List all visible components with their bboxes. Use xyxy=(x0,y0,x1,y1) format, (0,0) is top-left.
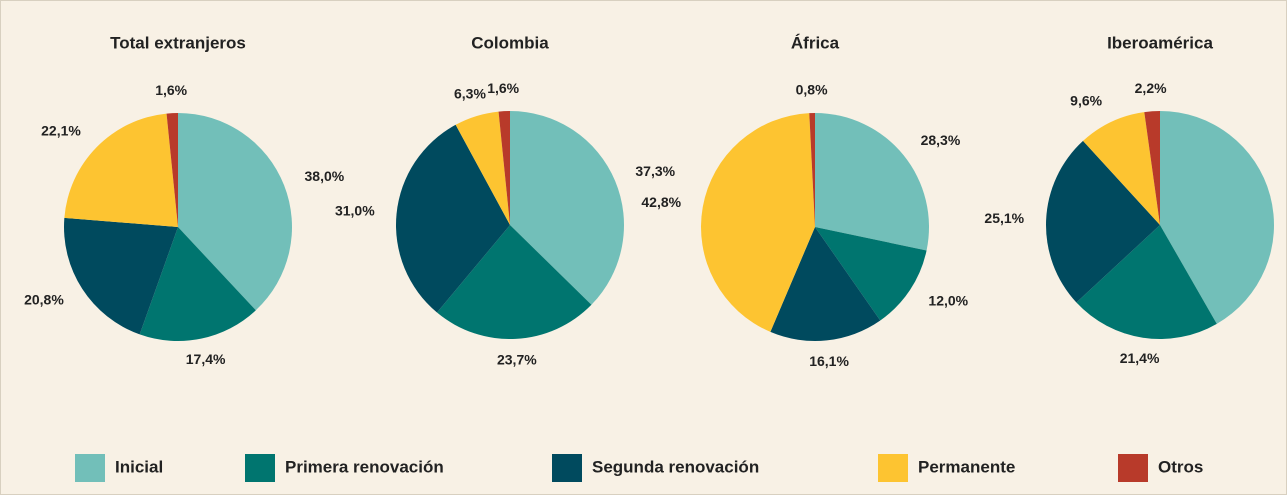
data-label: 6,3% xyxy=(454,86,486,102)
pie-title: Colombia xyxy=(471,33,549,52)
pie-slice xyxy=(498,111,510,225)
data-label: 17,4% xyxy=(186,351,226,367)
data-label: 20,8% xyxy=(24,292,64,308)
data-label: 38,0% xyxy=(305,168,345,184)
pie-slice xyxy=(1046,140,1160,303)
data-label: 1,6% xyxy=(155,82,187,98)
pie-slice xyxy=(1144,111,1160,225)
pie-slice xyxy=(455,111,510,225)
legend-swatch xyxy=(245,454,275,482)
legend-swatch xyxy=(878,454,908,482)
pie-slice xyxy=(178,113,293,311)
pie-slice xyxy=(815,113,929,251)
pie-slice xyxy=(815,227,927,321)
pie-title: Iberoamérica xyxy=(1107,33,1213,52)
legend-label: Inicial xyxy=(115,457,163,476)
data-label: 16,1% xyxy=(809,353,849,369)
pie-title: Total extranjeros xyxy=(110,33,246,52)
data-label: 9,6% xyxy=(1070,93,1102,109)
data-label: 2,2% xyxy=(1135,80,1167,96)
pie-slice xyxy=(701,113,815,332)
data-label: 1,6% xyxy=(487,80,519,96)
legend-swatch xyxy=(552,454,582,482)
pie-slice xyxy=(396,124,510,313)
pie-slice xyxy=(1083,112,1160,225)
pie-slice xyxy=(809,113,815,227)
pie-title: África xyxy=(791,33,840,52)
legend-swatch xyxy=(1118,454,1148,482)
legend-label: Otros xyxy=(1158,457,1203,476)
pie-slice xyxy=(436,225,592,339)
legend-label: Permanente xyxy=(918,457,1015,476)
data-label: 37,3% xyxy=(635,163,675,179)
legend-label: Segunda renovación xyxy=(592,457,759,476)
data-label: 31,0% xyxy=(335,202,375,218)
data-label: 22,1% xyxy=(41,123,81,139)
pie-slice xyxy=(166,113,178,227)
pie-slice xyxy=(1076,225,1217,339)
pie-slice xyxy=(64,217,178,335)
pie-slice xyxy=(1160,110,1275,324)
pie-slice xyxy=(139,227,256,341)
data-label: 23,7% xyxy=(497,352,537,368)
data-label: 42,8% xyxy=(641,194,681,210)
data-label: 12,0% xyxy=(928,293,968,309)
legend-label: Primera renovación xyxy=(285,457,444,476)
data-label: 21,4% xyxy=(1120,350,1160,366)
data-label: 28,3% xyxy=(921,132,961,148)
legend-swatch xyxy=(75,454,105,482)
data-label: 25,1% xyxy=(984,210,1024,226)
pie-slice xyxy=(510,111,624,305)
pie-slice xyxy=(770,227,881,341)
pie-slice xyxy=(64,113,178,227)
data-label: 0,8% xyxy=(796,82,828,98)
